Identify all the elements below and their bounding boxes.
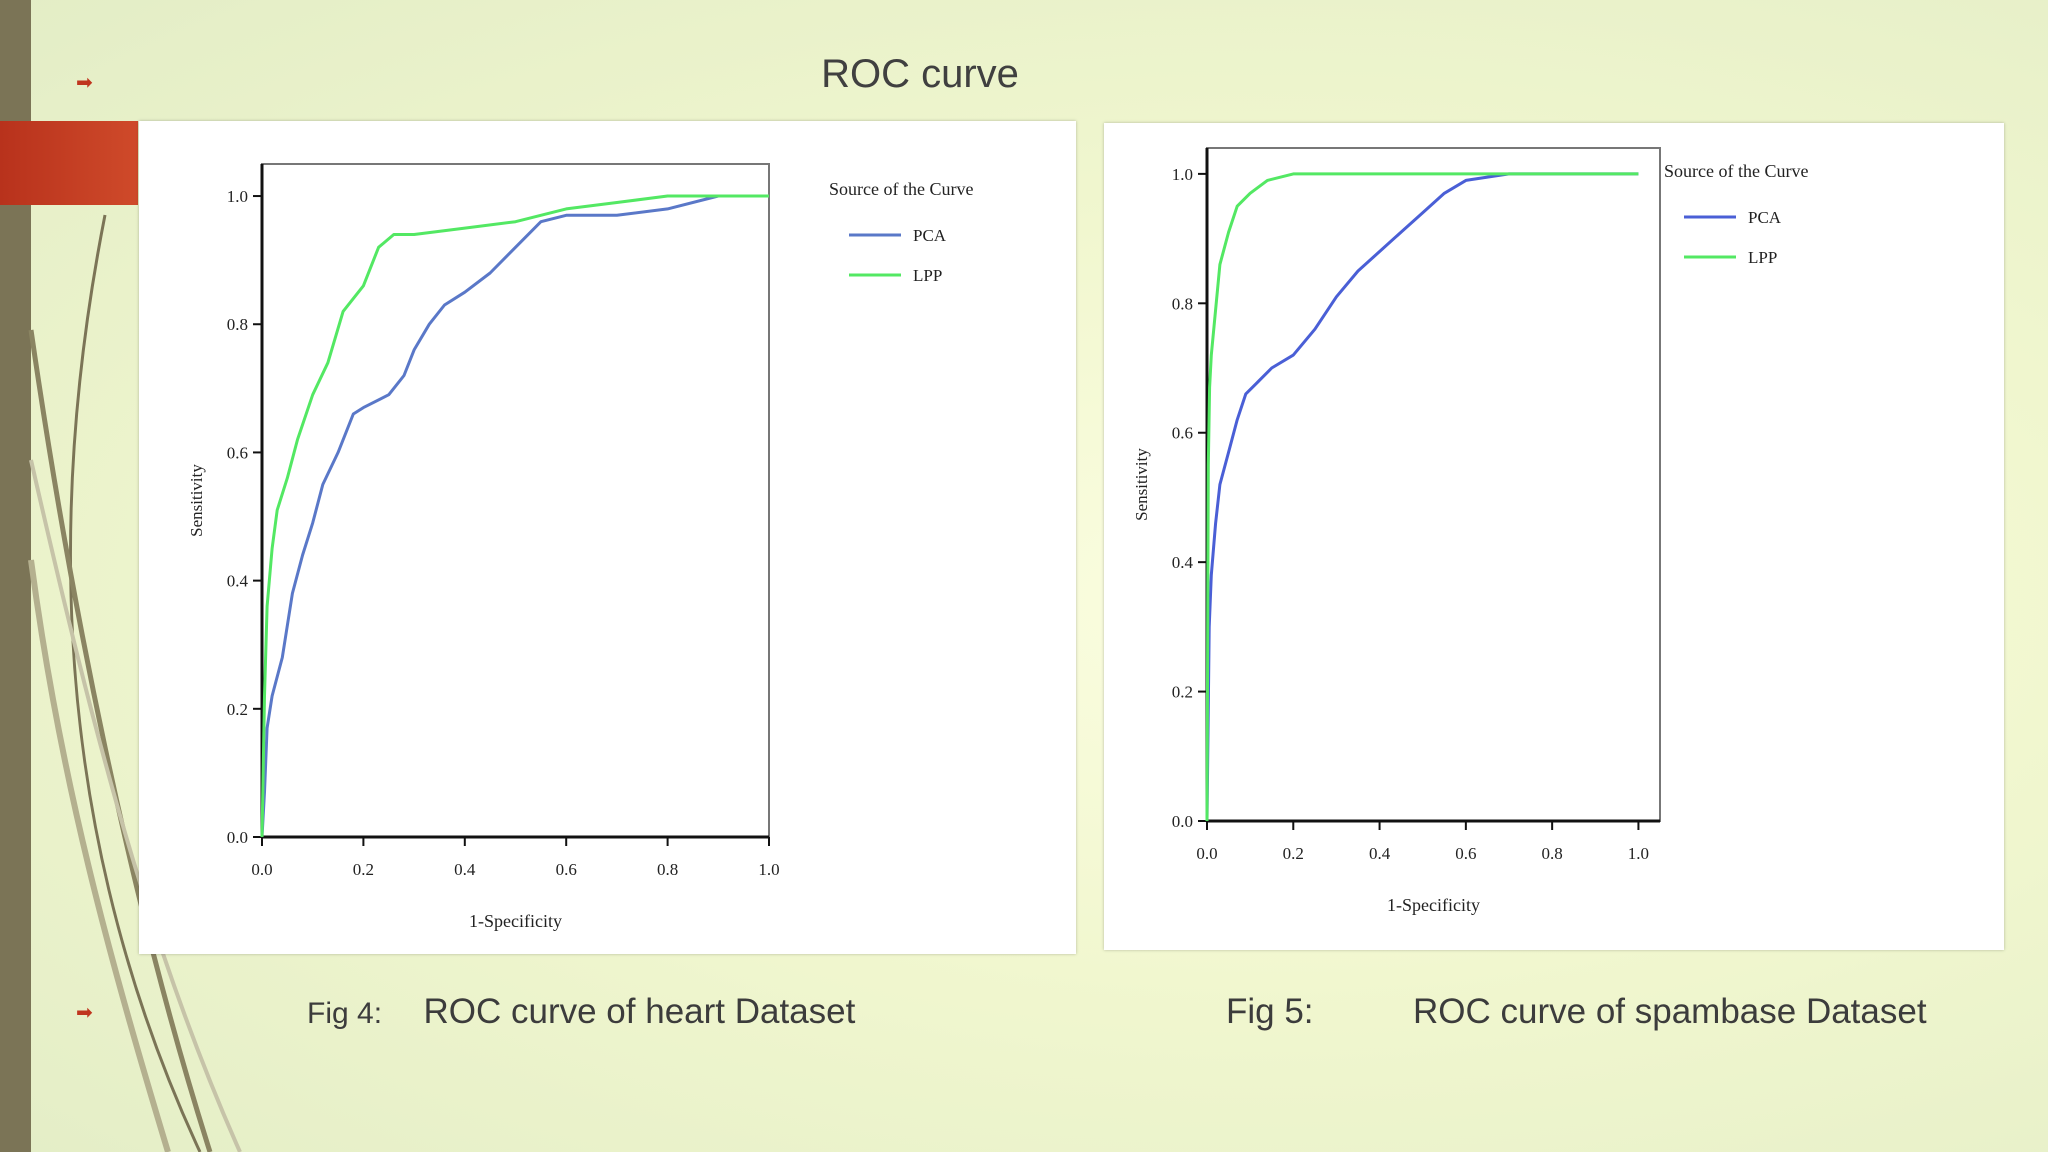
y-tick-label: 1.0 — [1172, 165, 1193, 184]
roc-chart-spambase: 0.0 0.2 0.4 0.6 0.8 1.0 0.0 0.2 0.4 0.6 0.8 1.0 1-Sp… — [1132, 147, 1808, 915]
y-tick-label: 0.0 — [1172, 812, 1193, 831]
x-tick-label: 0.2 — [353, 860, 374, 879]
roc-chart-heart: 0.0 0.2 0.4 0.6 0.8 1.0 0.0 0.2 0.4 0.6 0.8 1.0 1-Sp… — [187, 163, 973, 931]
legend-title: Source of the Curve — [1664, 161, 1808, 181]
series-line-pca — [1205, 172, 1639, 822]
y-tick-label: 0.6 — [227, 443, 248, 462]
series-line-pca — [260, 194, 769, 838]
x-tick-label: 1.0 — [1628, 844, 1649, 863]
y-tick-label: 0.8 — [227, 315, 248, 334]
series-line-lpp — [260, 194, 769, 838]
bullet-arrow-icon: ➡ — [76, 72, 93, 94]
figure-5-panel: 0.0 0.2 0.4 0.6 0.8 1.0 0.0 0.2 0.4 0.6 0.8 1.0 1-Sp… — [1104, 123, 2004, 950]
y-tick-label: 0.0 — [227, 828, 248, 847]
x-tick-label: 0.8 — [1542, 844, 1563, 863]
x-tick-label: 0.2 — [1283, 844, 1304, 863]
legend-label-pca: PCA — [1748, 208, 1782, 227]
caption-fig-4: Fig 4: ROC curve of heart Dataset — [307, 992, 855, 1032]
y-tick-label: 0.6 — [1172, 424, 1193, 443]
legend-label-lpp: LPP — [913, 266, 942, 285]
y-axis-label: Sensitivity — [187, 464, 206, 537]
decorative-curves — [28, 214, 242, 1152]
y-tick-label: 1.0 — [227, 187, 248, 206]
y-tick-label: 0.4 — [227, 572, 249, 591]
plot-frame — [1206, 147, 1661, 822]
caption-fig-5-text: ROC curve of spambase Dataset — [1413, 992, 1927, 1031]
caption-fig-5: Fig 5: ROC curve of spambase Dataset — [1226, 992, 1927, 1032]
legend-label-lpp: LPP — [1748, 248, 1777, 267]
x-tick-label: 0.0 — [251, 860, 272, 879]
caption-fig-4-text: ROC curve of heart Dataset — [423, 992, 856, 1031]
y-tick-label: 0.2 — [1172, 683, 1193, 702]
x-tick-label: 1.0 — [758, 860, 779, 879]
bullet-arrow-icon: ➡ — [76, 1002, 93, 1024]
legend-label-pca: PCA — [913, 226, 947, 245]
x-tick-label: 0.6 — [1455, 844, 1476, 863]
y-tick-label: 0.2 — [227, 700, 248, 719]
y-axis-label: Sensitivity — [1132, 448, 1151, 521]
x-tick-label: 0.8 — [657, 860, 678, 879]
caption-fig-5-number: Fig 5: — [1226, 992, 1314, 1031]
x-tick-label: 0.4 — [1369, 844, 1391, 863]
x-tick-label: 0.4 — [454, 860, 476, 879]
y-tick-label: 0.4 — [1172, 553, 1194, 572]
plot-frame — [261, 163, 770, 838]
caption-fig-4-number: Fig 4: — [307, 997, 383, 1030]
x-tick-label: 0.0 — [1196, 844, 1217, 863]
series-line-lpp — [1205, 172, 1639, 822]
x-axis-label: 1-Specificity — [1387, 895, 1480, 915]
y-tick-label: 0.8 — [1172, 294, 1193, 313]
figure-4-panel: 0.0 0.2 0.4 0.6 0.8 1.0 0.0 0.2 0.4 0.6 0.8 1.0 1-Sp… — [139, 121, 1076, 954]
legend-title: Source of the Curve — [829, 179, 973, 199]
slide-title: ROC curve — [821, 52, 1019, 96]
red-accent-tab — [0, 121, 138, 205]
x-axis-label: 1-Specificity — [469, 911, 562, 931]
x-tick-label: 0.6 — [556, 860, 577, 879]
